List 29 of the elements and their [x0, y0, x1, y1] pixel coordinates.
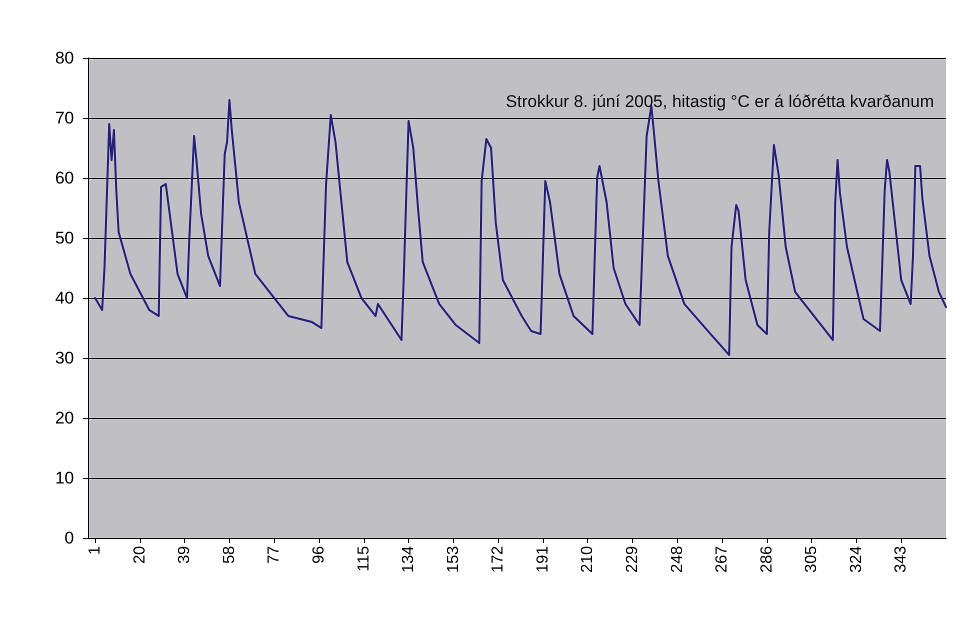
x-tick-label: 267 — [714, 546, 731, 573]
x-tick-label: 134 — [400, 546, 418, 573]
x-tick-label: 324 — [848, 546, 865, 573]
y-tick-label: 60 — [55, 168, 74, 188]
x-tick-label: 191 — [534, 546, 552, 573]
y-tick-label: 10 — [55, 468, 74, 488]
x-tick-label: 39 — [176, 546, 194, 564]
annotation: Strokkur 8. júní 2005, hitastig °C er á lóðrétta kvarðanum — [506, 92, 934, 111]
y-tick-label: 50 — [55, 228, 74, 248]
y-tick-label: 40 — [55, 288, 74, 308]
y-tick-label: 80 — [55, 48, 74, 68]
y-tick-label: 0 — [64, 528, 74, 548]
x-tick-label: 210 — [579, 546, 596, 573]
x-tick-label: 77 — [266, 546, 283, 564]
x-tick-label: 343 — [892, 546, 910, 573]
y-tick-label: 30 — [55, 348, 74, 368]
x-tick-label: 20 — [131, 546, 148, 564]
x-tick-label: 286 — [758, 546, 776, 573]
x-tick-label: 115 — [355, 546, 372, 572]
x-tick-label: 58 — [220, 546, 238, 564]
x-tick-label: 305 — [803, 546, 820, 573]
x-tick-label: 248 — [668, 546, 686, 573]
x-tick-label: 96 — [310, 546, 328, 564]
x-tick-label: 1 — [86, 546, 104, 555]
y-tick-label: 70 — [55, 108, 74, 128]
x-tick-label: 229 — [624, 546, 641, 573]
x-tick-label: 153 — [444, 546, 462, 573]
y-tick-label: 20 — [55, 408, 74, 428]
x-tick-label: 172 — [490, 546, 507, 573]
